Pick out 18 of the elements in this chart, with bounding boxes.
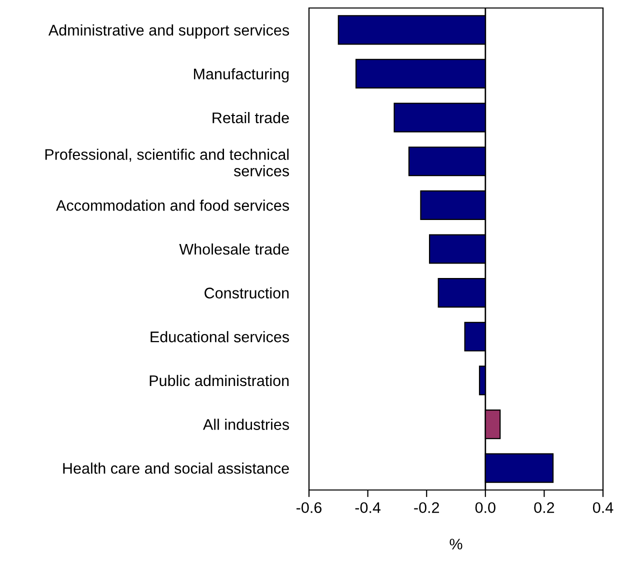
x-tick-label: -0.2 xyxy=(414,502,439,514)
y-tick-label: All industries xyxy=(202,418,290,430)
x-tick-label: -0.6 xyxy=(296,502,322,514)
x-tick-label: -0.4 xyxy=(355,502,381,514)
y-tick-label: Health care and social assistance xyxy=(63,462,289,474)
y-tick-label: Administrative and support services xyxy=(48,24,290,39)
x-tick-label: 0.2 xyxy=(534,502,554,514)
x-tick-label: 0.0 xyxy=(475,502,496,514)
y-tick-label: Wholesale trade xyxy=(179,243,289,255)
y-tick-label: Professional, scientific and technical services xyxy=(45,148,290,176)
y-tick-label: Public administration xyxy=(150,374,289,386)
y-tick-label: Retail trade xyxy=(212,112,289,124)
y-tick-label: Accommodation and food services xyxy=(56,200,290,211)
x-axis-title: % xyxy=(450,538,462,550)
y-tick-label: Construction xyxy=(204,287,289,299)
x-tick-label: 0.4 xyxy=(592,502,614,514)
y-tick-label: Educational services xyxy=(150,331,290,342)
y-tick-label: Manufacturing xyxy=(194,68,289,82)
